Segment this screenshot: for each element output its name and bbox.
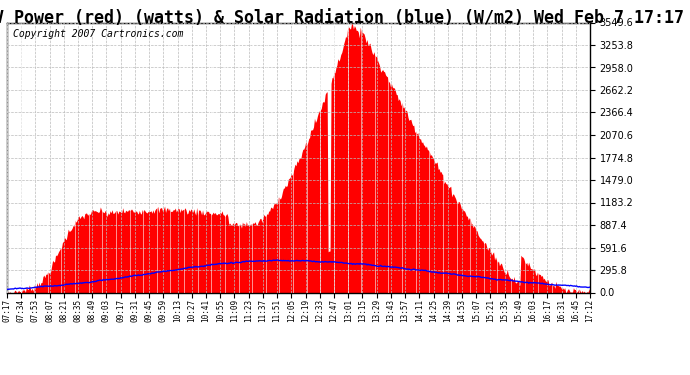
Text: Copyright 2007 Cartronics.com: Copyright 2007 Cartronics.com xyxy=(12,29,183,39)
Text: Total PV Power (red) (watts) & Solar Radiation (blue) (W/m2) Wed Feb 7 17:17: Total PV Power (red) (watts) & Solar Rad… xyxy=(0,9,684,27)
